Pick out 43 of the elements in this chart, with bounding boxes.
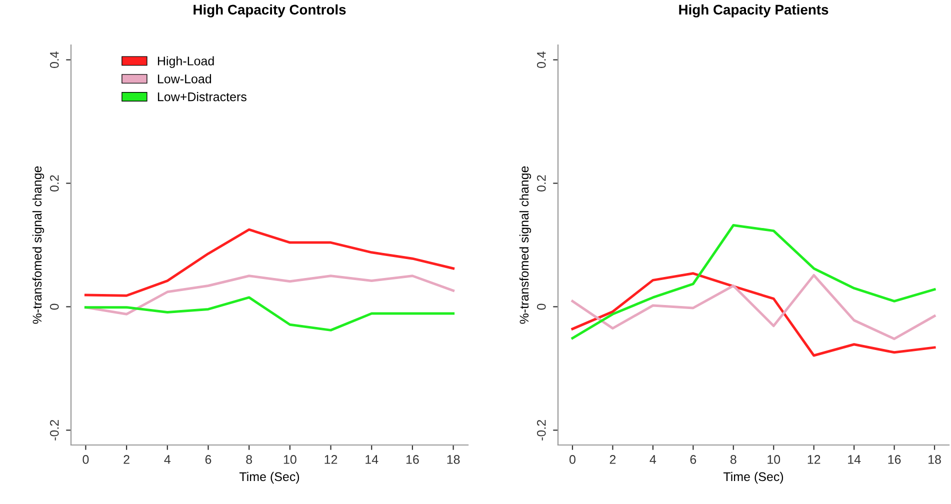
x-tick-label: 4 [164, 455, 170, 464]
x-tick-label: 8 [246, 455, 252, 464]
y-axis-title: %-transfomed signal change [519, 166, 532, 324]
y-tick-label: 0.2 [536, 175, 546, 192]
legend-label: Low-Load [158, 74, 212, 84]
x-axis-title: Time (Sec) [239, 472, 300, 484]
chart-title: High Capacity Controls [194, 4, 346, 18]
line-series [571, 272, 936, 357]
legend-label: High-Load [158, 56, 214, 68]
x-tick-label: 16 [406, 455, 419, 464]
x-tick-label: 12 [324, 455, 338, 464]
y-tick-label: -0.2 [50, 420, 59, 440]
x-tick-label: 18 [928, 455, 941, 464]
x-tick-label: 14 [848, 455, 861, 464]
x-tick-label: 4 [650, 455, 656, 464]
x-tick-label: 2 [610, 455, 616, 464]
x-tick-label: 6 [205, 455, 212, 464]
x-axis-title: Time (Sec) [723, 472, 784, 484]
y-tick-label: -0.2 [536, 420, 546, 440]
line-series [571, 274, 936, 340]
x-tick-label: 8 [730, 455, 736, 464]
line-series [84, 274, 455, 316]
line-series [84, 296, 455, 332]
chart-title: High Capacity Patients [679, 4, 828, 18]
y-tick-label: 0 [536, 304, 546, 310]
x-tick-label: 10 [284, 455, 296, 464]
x-tick-label: 16 [888, 455, 901, 464]
y-axis-title: %-transfomed signal change [32, 166, 44, 324]
x-tick-label: 10 [768, 455, 780, 464]
x-tick-label: 2 [124, 455, 130, 464]
y-tick-label: 0.4 [50, 51, 59, 68]
x-tick-label: 14 [366, 455, 378, 464]
legend-label: Low+Distracters [158, 92, 246, 102]
line-series [571, 224, 936, 340]
x-tick-label: 0 [569, 455, 576, 464]
x-tick-label: 18 [447, 455, 460, 464]
y-tick-label: 0.2 [50, 175, 59, 192]
x-tick-label: 0 [82, 455, 89, 464]
x-tick-label: 6 [690, 455, 696, 464]
line-series [84, 228, 455, 297]
y-tick-label: 0 [50, 304, 59, 310]
x-tick-label: 12 [808, 455, 820, 464]
y-tick-label: 0.4 [536, 51, 546, 68]
